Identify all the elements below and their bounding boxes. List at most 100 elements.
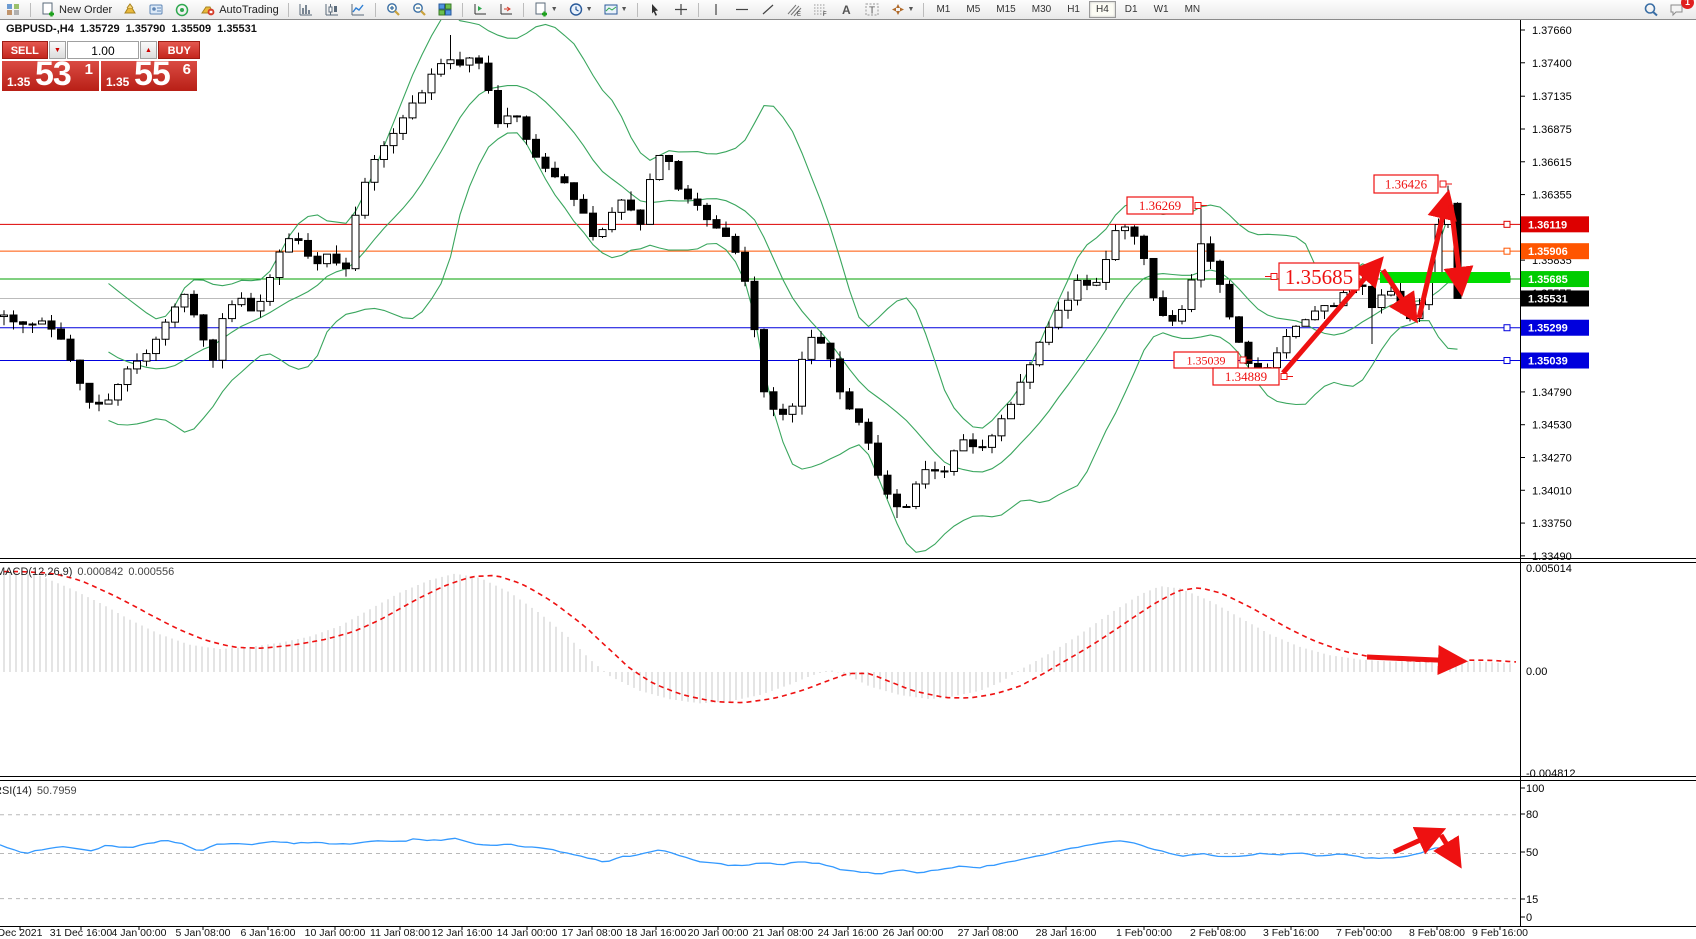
chat-icon[interactable]: 1 <box>1665 0 1694 19</box>
main-toolbar: New Order AutoTrading ▼ ▼ ▼ E F A T ▼ M1 M5 M15 M30 H1… <box>0 0 1696 20</box>
signal-icon-glyph <box>175 3 189 17</box>
timeframe-button-m1[interactable]: M1 <box>936 4 951 15</box>
chevron-down-icon[interactable]: ▼ <box>620 6 628 13</box>
price-annotation-1.35685[interactable]: 1.35685 <box>1265 262 1360 291</box>
tile-windows-icon-glyph <box>438 3 452 16</box>
svg-text:1.36615: 1.36615 <box>1532 157 1572 169</box>
svg-text:E: E <box>797 12 801 17</box>
arrows-dropdown[interactable]: ▼ <box>886 0 919 19</box>
price-annotation-1.36269[interactable]: 1.36269 <box>1126 196 1207 215</box>
volume-decrease-button[interactable]: ▼ <box>48 41 67 59</box>
svg-text:Dec 2021: Dec 2021 <box>0 927 43 939</box>
cursor-icon[interactable] <box>643 0 667 19</box>
text-icon[interactable]: A <box>834 0 858 19</box>
quote-close: 1.35531 <box>217 23 257 35</box>
rsi-value: 50.7959 <box>36 785 77 797</box>
trendline-icon[interactable] <box>756 0 780 19</box>
text-label-icon[interactable]: T <box>860 0 884 19</box>
svg-text:1.34889: 1.34889 <box>1225 369 1267 384</box>
horizontal-line-icon[interactable] <box>730 0 754 19</box>
template-dropdown[interactable]: ▼ <box>599 0 632 19</box>
autotrading-glyph <box>201 6 215 16</box>
horizontal-line-icon-glyph <box>735 8 748 11</box>
symbol-period-label: GBPUSD-,H4 <box>6 23 74 35</box>
zoom-in-icon-glyph <box>386 3 400 16</box>
quote-low: 1.35509 <box>171 23 212 35</box>
support-icon[interactable] <box>144 0 168 19</box>
svg-text:100: 100 <box>1526 783 1544 795</box>
main-chart-panel <box>0 19 1520 553</box>
charts-grid-icon[interactable] <box>1 0 25 19</box>
support-icon-glyph <box>149 4 163 15</box>
volume-input[interactable]: 1.00 <box>67 41 139 59</box>
svg-text:31 Dec 16:00: 31 Dec 16:00 <box>50 927 113 939</box>
chevron-down-icon[interactable]: ▼ <box>907 6 915 13</box>
tile-windows-icon[interactable] <box>433 0 457 19</box>
new-order-button[interactable]: New Order <box>36 0 116 19</box>
search-icon[interactable] <box>1639 0 1663 19</box>
chart-shift-icon[interactable] <box>494 0 518 19</box>
rsi-indicator-label: RSI(14) 50.7959 <box>0 785 77 797</box>
macd-name: MACD(12,26,9) <box>0 566 73 578</box>
macd-panel <box>3 570 1517 704</box>
svg-text:1.35531: 1.35531 <box>1528 293 1568 305</box>
date-axis: Dec 2021 31 Dec 16:00 4 Jan 00:00 5 Jan 08:… <box>0 926 1528 939</box>
macd-indicator-label: MACD(12,26,9) 0.000842 0.000556 <box>0 566 174 578</box>
svg-text:21 Jan 08:00: 21 Jan 08:00 <box>753 927 814 939</box>
zoom-out-icon[interactable] <box>407 0 431 19</box>
svg-text:1.37400: 1.37400 <box>1532 58 1572 70</box>
bar-chart-icon[interactable] <box>294 0 318 19</box>
svg-text:1.35685: 1.35685 <box>1528 274 1568 286</box>
svg-text:9 Feb 16:00: 9 Feb 16:00 <box>1472 927 1528 939</box>
gold-icon[interactable] <box>118 0 142 19</box>
price-annotation-1.35039[interactable]: 1.35039 <box>1173 351 1252 369</box>
svg-text:1.36355: 1.36355 <box>1532 190 1572 202</box>
timeframe-button-h4[interactable]: H4 <box>1088 1 1116 18</box>
svg-text:1.35039: 1.35039 <box>1528 356 1568 368</box>
buy-button[interactable]: BUY <box>158 41 200 59</box>
timeframe-button-mn[interactable]: MN <box>1184 4 1201 15</box>
toolbar-separator <box>461 2 463 17</box>
chevron-down-icon[interactable]: ▼ <box>585 6 593 13</box>
trend-arrow-0 <box>1281 256 1384 375</box>
timeframe-button-m15[interactable]: M15 <box>996 4 1016 15</box>
signal-icon[interactable] <box>170 0 194 19</box>
candlestick-chart-icon[interactable] <box>320 0 344 19</box>
period-dropdown[interactable]: ▼ <box>564 0 597 19</box>
crosshair-icon[interactable] <box>669 0 693 19</box>
svg-text:1.34530: 1.34530 <box>1532 420 1572 432</box>
new-chart-dropdown[interactable]: ▼ <box>529 0 562 19</box>
equidistant-channel-icon-glyph: E <box>787 4 801 17</box>
svg-text:18 Jan 16:00: 18 Jan 16:00 <box>626 927 687 939</box>
timeframe-button-d1[interactable]: D1 <box>1124 4 1138 15</box>
price-annotation-1.34889[interactable]: 1.34889 <box>1212 367 1293 386</box>
sell-button[interactable]: SELL <box>2 41 48 59</box>
sell-price-display[interactable]: 1.35 53 1 <box>2 55 99 93</box>
price-annotation-1.36426[interactable]: 1.36426 <box>1373 174 1452 194</box>
toolbar-separator <box>923 2 925 17</box>
volume-increase-button[interactable]: ▲ <box>139 41 158 59</box>
svg-text:1.35039: 1.35039 <box>1187 353 1226 367</box>
vertical-line-icon[interactable] <box>704 0 728 19</box>
buy-price-display[interactable]: 1.35 55 6 <box>101 55 197 93</box>
chevron-down-icon[interactable]: ▼ <box>550 6 558 13</box>
fibonacci-icon[interactable]: F <box>808 0 832 19</box>
toolbar-right-group: 1 <box>1638 0 1694 19</box>
equidistant-channel-icon[interactable]: E <box>782 0 806 19</box>
charts-grid-icon-glyph <box>7 4 19 15</box>
timeframe-button-m30[interactable]: M30 <box>1031 4 1052 15</box>
quote-open: 1.35729 <box>79 23 120 35</box>
candlestick-chart-icon-glyph <box>325 4 338 16</box>
timeframe-button-w1[interactable]: W1 <box>1153 4 1169 15</box>
zoom-in-icon[interactable] <box>381 0 405 19</box>
autotrading-button[interactable]: AutoTrading <box>196 0 283 19</box>
buy-price-sup: 6 <box>182 61 191 78</box>
svg-text:24 Jan 16:00: 24 Jan 16:00 <box>818 927 879 939</box>
svg-text:1.33750: 1.33750 <box>1532 518 1572 530</box>
line-chart-icon[interactable] <box>346 0 370 19</box>
timeframe-button-m5[interactable]: M5 <box>966 4 981 15</box>
timeframe-button-h1[interactable]: H1 <box>1067 4 1080 15</box>
auto-scroll-icon[interactable] <box>468 0 492 19</box>
